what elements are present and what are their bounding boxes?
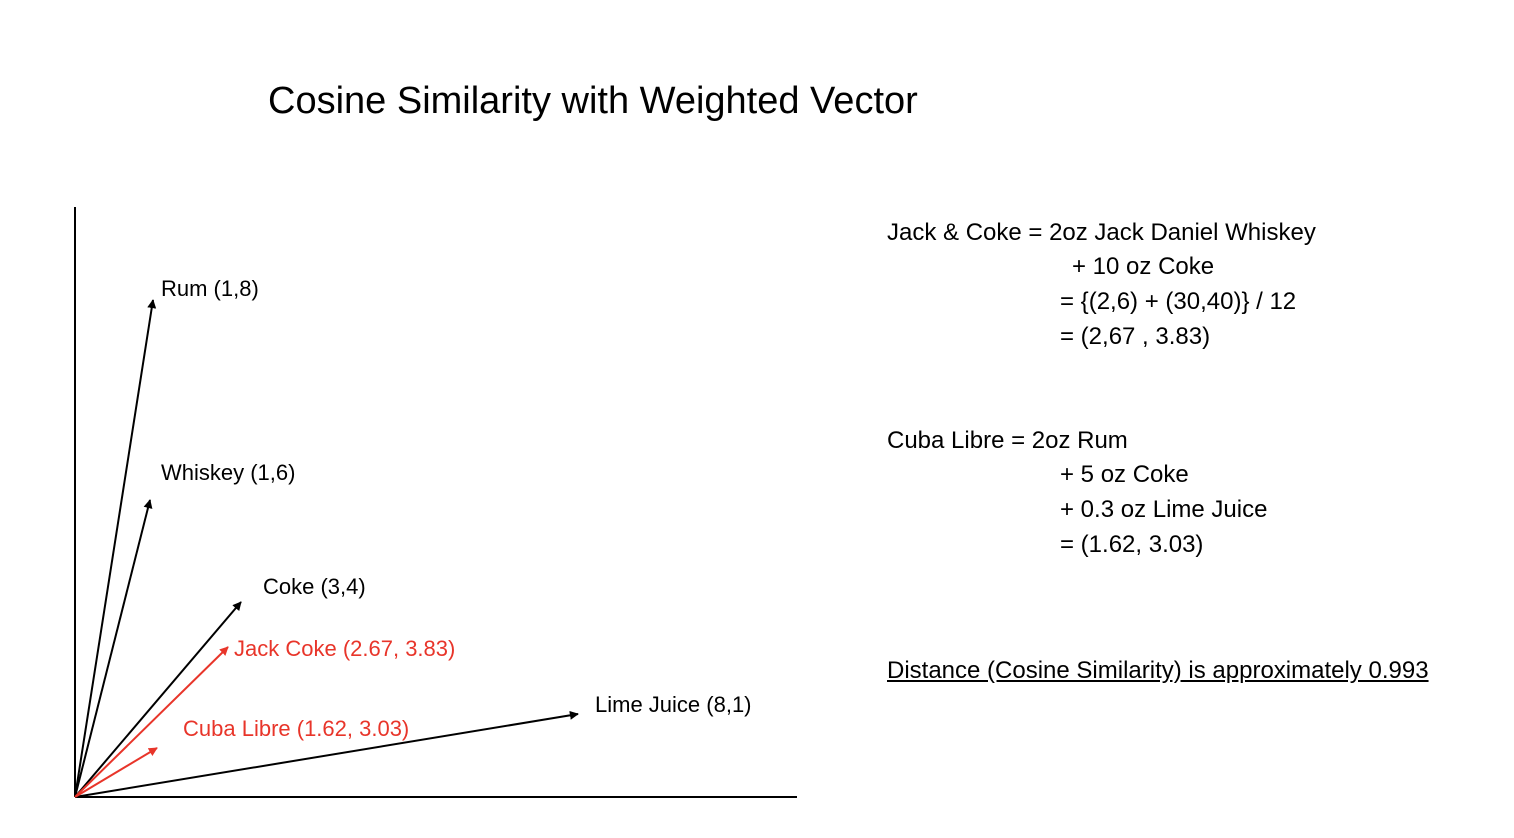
cuba-libre-formula-line: Cuba Libre = 2oz Rum: [887, 427, 1128, 454]
label-jack-coke: Jack Coke (2.67, 3.83): [234, 636, 456, 661]
vector-jack-coke: [74, 646, 229, 798]
label-rum: Rum (1,8): [161, 276, 259, 301]
label-whiskey: Whiskey (1,6): [161, 460, 296, 485]
distance-note: Distance (Cosine Similarity) is approxim…: [887, 657, 1429, 684]
vector-whiskey: [74, 499, 153, 798]
label-cuba-libre: Cuba Libre (1.62, 3.03): [183, 716, 410, 741]
slide-title: Cosine Similarity with Weighted Vector: [268, 80, 918, 122]
cuba-libre-formula-line: + 5 oz Coke: [1060, 461, 1189, 488]
jack-coke-formula-line: = (2,67 , 3.83): [1060, 323, 1211, 350]
vector-cuba-libre: [74, 747, 158, 798]
label-coke: Coke (3,4): [263, 574, 366, 599]
cuba-libre-formula-line: + 0.3 oz Lime Juice: [1060, 496, 1268, 523]
jack-coke-formula-line: + 10 oz Coke: [1072, 253, 1215, 280]
cuba-libre-formula-line: = (1.62, 3.03): [1060, 531, 1204, 558]
vector-coke: [74, 601, 242, 798]
label-lime-juice: Lime Juice (8,1): [595, 692, 752, 717]
vector-rum: [74, 299, 157, 798]
vector-lime-juice: [74, 710, 579, 798]
jack-coke-formula-line: Jack & Coke = 2oz Jack Daniel Whiskey: [887, 219, 1316, 246]
jack-coke-formula-line: = {(2,6) + (30,40)} / 12: [1060, 288, 1297, 315]
